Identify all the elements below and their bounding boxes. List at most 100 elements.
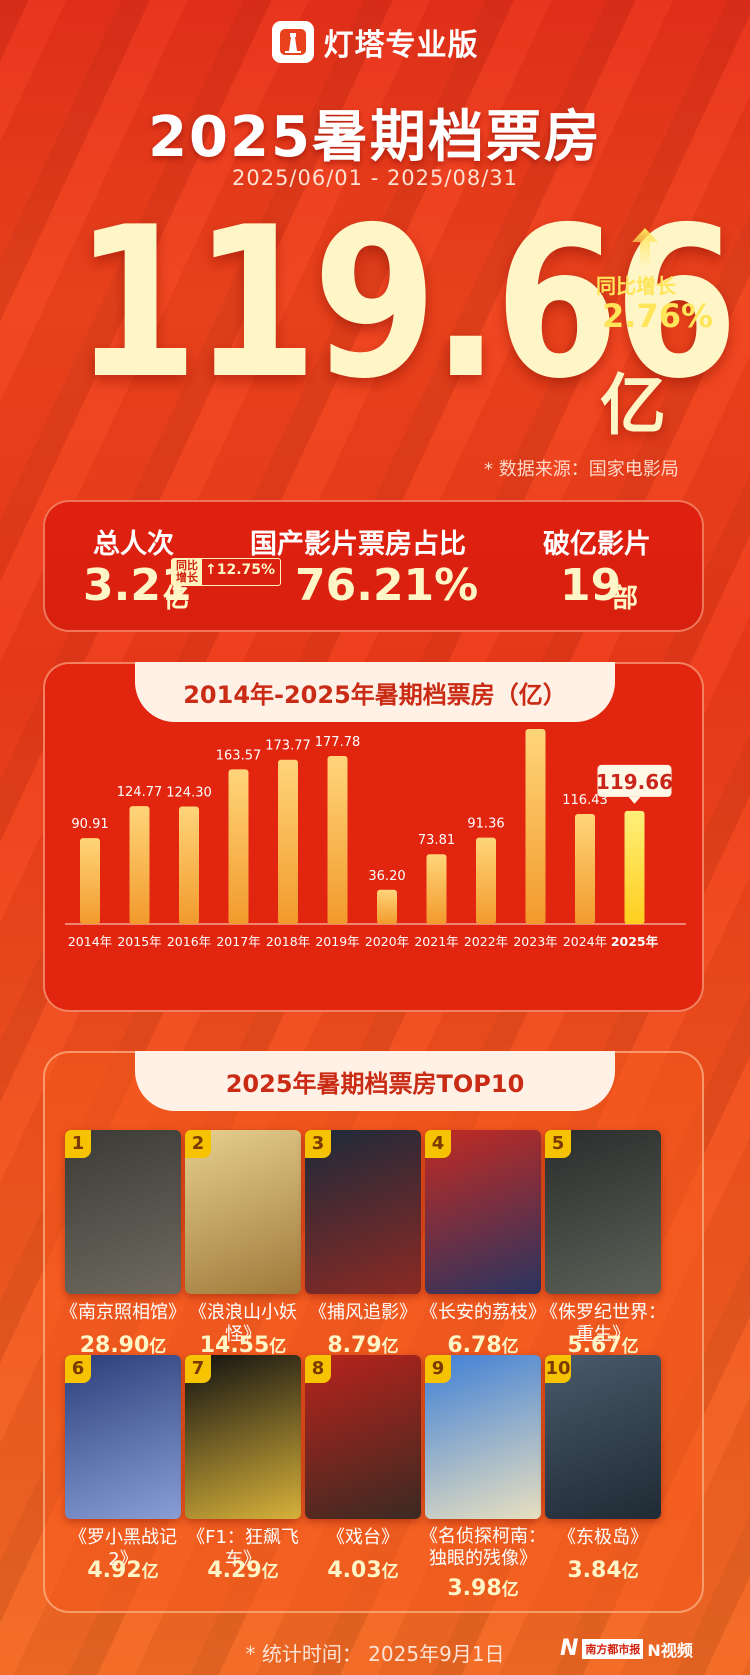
movie-box-value: 8.79 bbox=[327, 1333, 382, 1358]
app-name: 灯塔专业版 bbox=[323, 28, 479, 63]
movie-box-unit: 亿 bbox=[269, 1337, 287, 1357]
blockbusters-label: 破亿影片 bbox=[543, 529, 651, 560]
x-tick-label: 2014年 bbox=[68, 934, 112, 949]
x-tick-label: 2025年 bbox=[611, 934, 659, 949]
watermark-video: N视频 bbox=[647, 1640, 693, 1660]
top10-title: 2025年暑期档票房TOP10 bbox=[225, 1069, 525, 1098]
movie-poster[interactable]: 4 bbox=[425, 1130, 541, 1294]
watermark-outlet: 南方都市报 bbox=[582, 1638, 644, 1659]
total-box-office: 119.66 bbox=[74, 183, 738, 425]
movie-box-value: 4.03 bbox=[327, 1558, 382, 1583]
movie-title-line1: 《名侦探柯南： bbox=[420, 1526, 546, 1547]
bar bbox=[129, 806, 150, 924]
rank-badge: 7 bbox=[185, 1355, 211, 1383]
x-tick-label: 2023年 bbox=[513, 934, 557, 949]
movie-poster[interactable]: 10 bbox=[545, 1355, 661, 1519]
movie-box-unit: 亿 bbox=[501, 1337, 519, 1357]
admissions-yoy-label-line1: 同比 bbox=[176, 559, 198, 572]
movie-title: 《F1：狂飙飞车》 bbox=[187, 1527, 299, 1570]
movie-title-line2: 独眼的残像》 bbox=[429, 1548, 537, 1569]
data-label: 177.78 bbox=[315, 735, 361, 750]
x-tick-label: 2018年 bbox=[266, 934, 310, 949]
top10-title-tab: 2025年暑期档票房TOP10 bbox=[135, 1051, 615, 1111]
stat-time: * 统计时间： 2025年9月1日 bbox=[245, 1642, 505, 1666]
admissions-yoy-label: 同比 增长 bbox=[172, 559, 202, 585]
rank-badge: 8 bbox=[305, 1355, 331, 1383]
x-tick-label: 2016年 bbox=[167, 934, 211, 949]
bar bbox=[228, 769, 249, 924]
movie-title: 《名侦探柯南： 独眼的残像》 bbox=[419, 1526, 547, 1570]
bar bbox=[476, 837, 496, 924]
app-logo-row: 灯塔专业版 bbox=[0, 20, 750, 64]
highlight-label-pointer bbox=[628, 796, 641, 804]
movie-box-office: 3.84亿 bbox=[539, 1557, 667, 1583]
rank-badge: 4 bbox=[425, 1130, 451, 1158]
date-range: 2025/06/01 - 2025/08/31 bbox=[231, 166, 518, 190]
bar bbox=[179, 806, 199, 924]
watermark: N 南方都市报 N视频 bbox=[560, 1636, 693, 1661]
movie-box-unit: 亿 bbox=[501, 1580, 519, 1600]
admissions-unit: 亿 bbox=[163, 584, 190, 614]
movie-box-unit: 亿 bbox=[141, 1562, 159, 1582]
data-label: 119.66 bbox=[596, 770, 673, 794]
movie-box-unit: 亿 bbox=[621, 1337, 639, 1357]
blockbusters-unit: 部 bbox=[612, 584, 639, 614]
movie-poster[interactable]: 3 bbox=[305, 1130, 421, 1294]
bar bbox=[575, 813, 595, 924]
x-tick-label: 2017年 bbox=[216, 934, 260, 949]
movie-poster[interactable]: 9 bbox=[425, 1355, 541, 1519]
x-tick-label: 2019年 bbox=[315, 934, 359, 949]
data-label: 90.91 bbox=[71, 817, 108, 832]
yoy-label: 同比增长 bbox=[596, 274, 676, 298]
x-tick-label: 2015年 bbox=[117, 934, 161, 949]
movie-title: 《捕风追影》 bbox=[309, 1302, 417, 1323]
bar bbox=[426, 854, 447, 924]
data-source: * 数据来源：国家电影局 bbox=[484, 459, 679, 480]
bar bbox=[327, 755, 348, 924]
movie-box-unit: 亿 bbox=[149, 1337, 167, 1357]
chart-title: 2014年-2025年暑期档票房（亿） bbox=[183, 680, 567, 709]
movie-title: 《浪浪山小妖怪》 bbox=[189, 1302, 297, 1345]
highlight-value-label: 119.66 bbox=[596, 764, 673, 804]
data-label: 124.30 bbox=[166, 786, 212, 801]
movie-box-unit: 亿 bbox=[621, 1562, 639, 1582]
movie-box-office: 8.79亿 bbox=[299, 1332, 427, 1358]
movie-title: 《罗小黑战记2》 bbox=[69, 1527, 177, 1570]
movie-poster[interactable]: 7 bbox=[185, 1355, 301, 1519]
movie-poster[interactable]: 1 bbox=[65, 1130, 181, 1294]
data-label: 91.36 bbox=[467, 817, 504, 832]
bar bbox=[525, 729, 546, 924]
movie-poster[interactable]: 8 bbox=[305, 1355, 421, 1519]
movie-box-unit: 亿 bbox=[381, 1562, 399, 1582]
movie-box-value: 3.98 bbox=[447, 1576, 502, 1601]
movie-box-office: 3.98亿 bbox=[419, 1575, 547, 1601]
movie-poster[interactable]: 5 bbox=[545, 1130, 661, 1294]
movie-box-value: 3.84 bbox=[567, 1558, 622, 1583]
bar bbox=[377, 889, 397, 924]
movie-box-office: 4.03亿 bbox=[299, 1557, 427, 1583]
bar bbox=[80, 838, 100, 924]
data-label: 36.20 bbox=[368, 869, 405, 884]
admissions-yoy-number: 12.75% bbox=[216, 562, 276, 578]
movie-box-value: 4.92 bbox=[87, 1558, 142, 1583]
domestic-share-value: 76.21% bbox=[295, 560, 479, 611]
bar bbox=[624, 810, 645, 924]
movie-title: 《南京照相馆》 bbox=[60, 1302, 186, 1323]
movie-poster[interactable]: 2 bbox=[185, 1130, 301, 1294]
admissions-label: 总人次 bbox=[93, 529, 174, 560]
x-tick-label: 2020年 bbox=[365, 934, 409, 949]
movie-title: 《戏台》 bbox=[327, 1527, 399, 1548]
admissions-yoy-value: ↑12.75% bbox=[205, 562, 276, 578]
data-label: 124.77 bbox=[117, 785, 163, 800]
movie-box-office: 28.90亿 bbox=[59, 1332, 187, 1358]
data-label: 163.57 bbox=[216, 748, 262, 763]
movie-box-value: 14.55 bbox=[199, 1333, 270, 1358]
data-label: 116.43 bbox=[562, 793, 608, 808]
movie-box-value: 28.90 bbox=[79, 1333, 150, 1358]
data-label: 173.77 bbox=[265, 739, 311, 754]
movie-poster[interactable]: 6 bbox=[65, 1355, 181, 1519]
page-title: 2025暑期档票房 bbox=[148, 105, 602, 170]
rank-badge: 9 bbox=[425, 1355, 451, 1383]
movie-box-unit: 亿 bbox=[261, 1562, 279, 1582]
